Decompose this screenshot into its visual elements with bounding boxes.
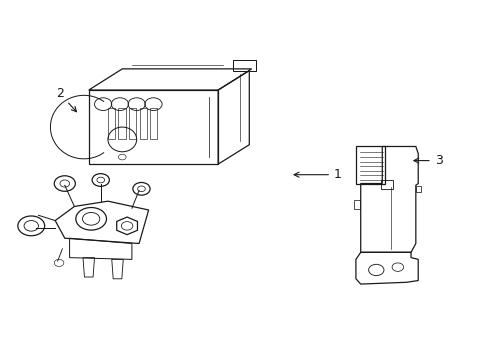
Bar <box>380 180 392 189</box>
Text: 2: 2 <box>56 87 76 112</box>
Text: 3: 3 <box>413 154 442 167</box>
Bar <box>354 201 360 209</box>
Text: 1: 1 <box>293 168 341 181</box>
Bar <box>150 108 157 139</box>
Bar <box>108 108 115 139</box>
Bar <box>129 108 136 139</box>
Bar <box>415 186 420 192</box>
Bar <box>118 108 125 139</box>
Bar <box>139 108 146 139</box>
